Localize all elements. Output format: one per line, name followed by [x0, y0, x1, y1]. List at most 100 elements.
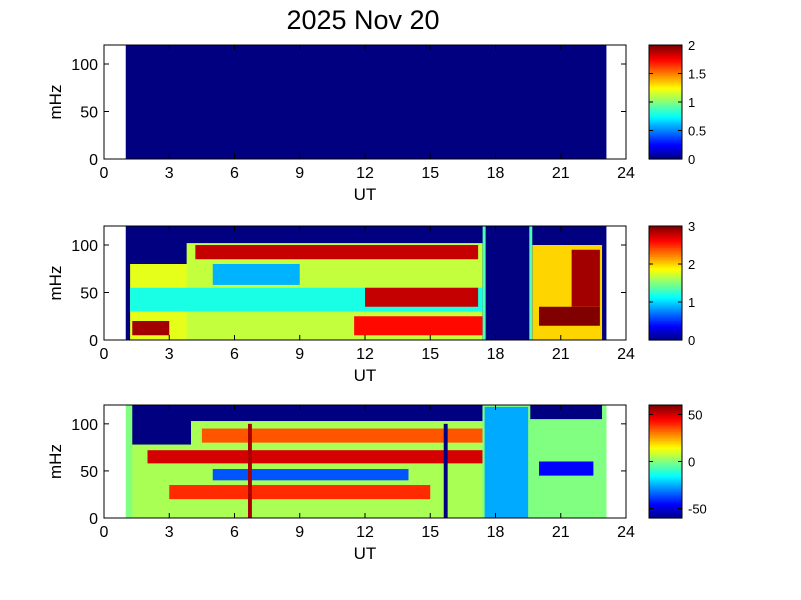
colorbar-step: [649, 84, 682, 87]
colorbar-step: [649, 128, 682, 132]
x-tick-label: 15: [421, 524, 439, 541]
colorbar-step: [649, 242, 682, 245]
colorbar-step: [649, 48, 682, 51]
x-tick-label: 9: [295, 524, 304, 541]
colorbar-step: [649, 466, 682, 470]
x-tick-label: 6: [230, 524, 239, 541]
colorbar-step: [649, 477, 682, 480]
colorbar-step: [649, 256, 682, 259]
colorbar-step: [649, 295, 682, 298]
colorbar-step: [649, 132, 682, 135]
heatmap-cell-0: [125, 45, 607, 159]
colorbar-step: [649, 73, 682, 76]
colorbar-step: [649, 272, 682, 275]
x-tick-label: 18: [487, 165, 505, 182]
colorbar-step: [649, 443, 682, 447]
colorbar-step: [649, 320, 682, 323]
x-tick-label: 21: [552, 346, 570, 363]
colorbar-step: [649, 52, 682, 55]
colorbar-step: [649, 66, 682, 69]
colorbar-step: [649, 252, 682, 256]
colorbar-step: [649, 405, 682, 408]
colorbar-step: [649, 452, 682, 456]
colorbar-step: [649, 94, 682, 98]
x-tick-label: 12: [356, 165, 374, 182]
colorbar-step: [649, 155, 682, 158]
y-tick-label: 0: [89, 511, 98, 528]
colorbar-step: [649, 486, 682, 489]
colorbar-step: [649, 327, 682, 330]
x-tick-label: 24: [617, 524, 635, 541]
colorbar-step: [649, 457, 682, 461]
heatmap-cell-6: [195, 245, 479, 260]
colorbar-step: [649, 245, 682, 248]
colorbar-step: [649, 266, 682, 270]
colorbar-tick-label: 1: [688, 95, 695, 110]
heatmap-cell-9: [539, 306, 600, 326]
x-axis-label: UT: [354, 366, 377, 385]
colorbar-step: [649, 112, 682, 116]
colorbar-step: [649, 433, 682, 436]
colorbar-step: [649, 121, 682, 124]
colorbar-step: [649, 50, 682, 53]
y-tick-label: 50: [80, 286, 98, 303]
colorbar-frame: [648, 225, 683, 341]
colorbar-step: [649, 80, 682, 84]
colorbar-step: [649, 461, 682, 464]
data-gap-edge-left: [482, 226, 486, 340]
colorbar-step: [649, 250, 682, 254]
colorbar-tick-label: 0.5: [688, 124, 706, 139]
colorbar-step: [649, 286, 682, 289]
colorbar-step: [649, 288, 682, 291]
colorbar-step: [649, 141, 682, 144]
colorbar-step: [649, 118, 682, 121]
x-tick-label: 0: [100, 524, 109, 541]
colorbar-step: [649, 45, 682, 48]
colorbar-step: [649, 240, 682, 243]
colorbar-step: [649, 279, 682, 282]
colorbar-step: [649, 334, 682, 338]
colorbar-tick-label: 2: [688, 38, 695, 53]
heatmap-cell-10: [571, 249, 600, 307]
heatmap-cell-7: [132, 321, 170, 336]
colorbar-step: [649, 116, 682, 119]
colorbar: 50 0 -50: [648, 404, 707, 519]
y-axis-label: mHz: [46, 85, 65, 120]
colorbar-step: [649, 440, 682, 443]
colorbar-step: [649, 331, 682, 334]
colorbar-step: [649, 419, 682, 422]
colorbar-step: [649, 68, 682, 71]
colorbar-step: [649, 281, 682, 284]
y-tick-label: 100: [71, 417, 98, 434]
colorbar-step: [649, 137, 682, 141]
y-tick-label: 0: [89, 152, 98, 169]
colorbar-tick-label: 0: [688, 333, 695, 348]
y-tick-label: 100: [71, 238, 98, 255]
x-tick-label: 21: [552, 524, 570, 541]
colorbar-step: [649, 514, 682, 517]
colorbar-step: [649, 249, 682, 252]
heatmap-cell-13: [602, 405, 607, 518]
colorbar-step: [649, 227, 682, 231]
colorbar-step: [649, 299, 682, 302]
colorbar-step: [649, 479, 682, 482]
colorbar-step: [649, 449, 682, 452]
colorbar-tick-label: 50: [688, 407, 702, 422]
colorbar-step: [649, 77, 682, 80]
figure-title: 2025 Nov 20: [286, 5, 439, 35]
colorbar-step: [649, 91, 682, 94]
colorbar-step: [649, 126, 682, 130]
colorbar-step: [649, 495, 682, 498]
colorbar-step: [649, 496, 682, 500]
heatmap-cell-11: [247, 423, 252, 518]
colorbar-step: [649, 491, 682, 494]
x-tick-label: 21: [552, 165, 570, 182]
colorbar-step: [649, 109, 682, 112]
colorbar-step: [649, 96, 682, 100]
colorbar-step: [649, 105, 682, 108]
heatmap-cell-7: [169, 485, 431, 500]
colorbar-step: [649, 59, 682, 62]
colorbar-step: [649, 436, 682, 440]
colorbar-step: [649, 300, 682, 304]
colorbar-step: [649, 268, 682, 272]
